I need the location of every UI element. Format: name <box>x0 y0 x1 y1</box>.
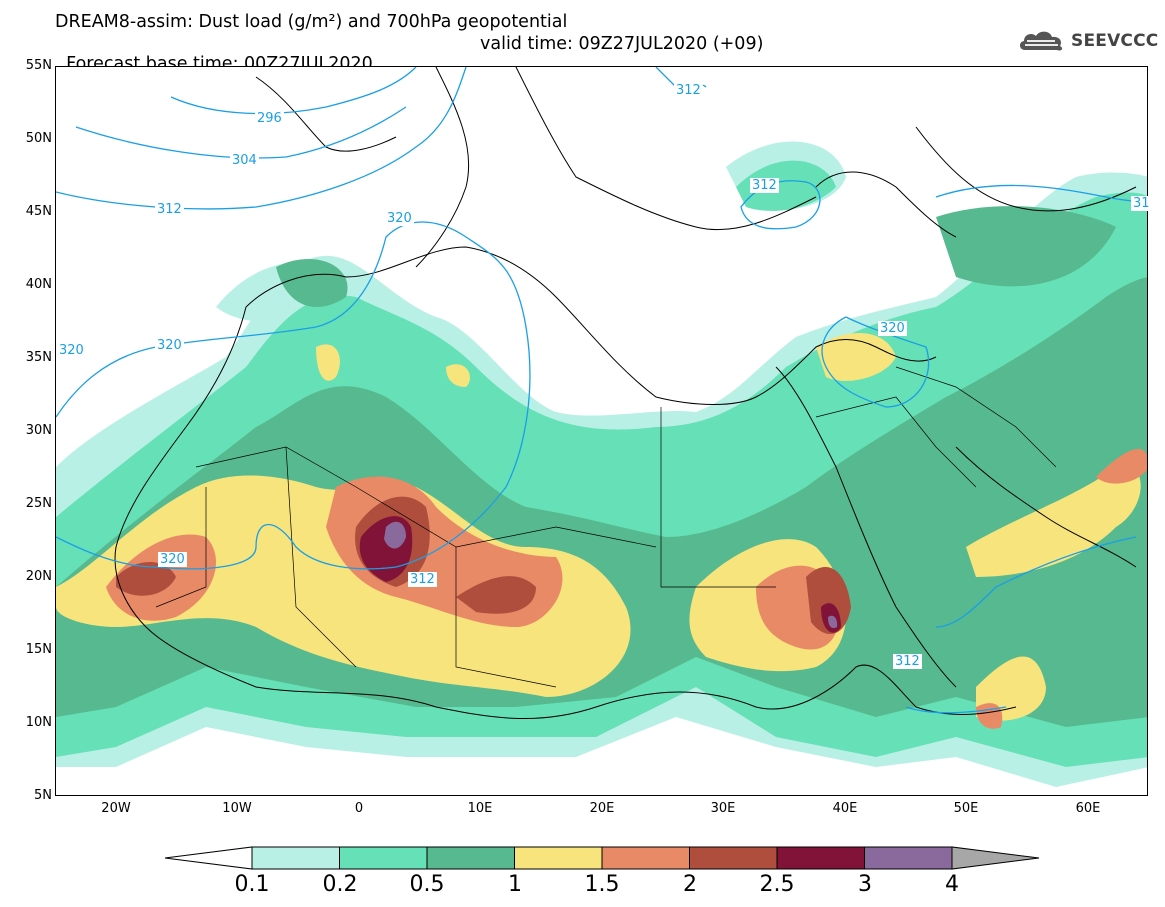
colorbar-label: 3 <box>858 872 872 897</box>
colorbar-segment <box>514 846 603 870</box>
cloud-icon <box>1019 31 1063 51</box>
lat-label: 20N <box>25 569 52 584</box>
contour-label: 320 <box>158 552 187 567</box>
colorbar-segment <box>164 846 253 870</box>
map-panel <box>55 66 1148 796</box>
lat-label: 30N <box>25 423 52 438</box>
lon-label: 20W <box>101 801 131 816</box>
colorbar-segment <box>689 846 778 870</box>
lat-label: 55N <box>25 58 52 73</box>
contour-label: 312 <box>674 83 703 98</box>
contour-label: 312 <box>750 178 779 193</box>
contour-label: 31 <box>1131 196 1152 211</box>
contour-label: 320 <box>385 211 414 226</box>
lon-label: 50E <box>953 801 979 816</box>
colorbar-label: 1 <box>508 872 522 897</box>
contour-label: 320 <box>57 343 86 358</box>
colorbar-label: 4 <box>945 872 959 897</box>
lon-label: 10W <box>222 801 252 816</box>
colorbar-segment <box>864 846 953 870</box>
geopotential-contours <box>56 67 1147 714</box>
lon-label: 40E <box>832 801 858 816</box>
lon-label: 20E <box>589 801 615 816</box>
contour-label: 312 <box>155 202 184 217</box>
lat-label: 50N <box>25 131 52 146</box>
contour-label: 312 <box>893 654 922 669</box>
lon-label: 0 <box>354 801 364 816</box>
lon-label: 30E <box>710 801 736 816</box>
contour-label: 296 <box>255 111 284 126</box>
lat-label: 15N <box>25 642 52 657</box>
lon-label: 60E <box>1075 801 1101 816</box>
colorbar-segment <box>426 846 515 870</box>
lat-label: 40N <box>25 277 52 292</box>
colorbar-segment <box>776 846 865 870</box>
dust-layer-3 <box>384 521 838 629</box>
colorbar-segment <box>951 846 1040 870</box>
lon-label: 10E <box>467 801 493 816</box>
colorbar-label: 0.1 <box>234 872 270 897</box>
lat-label: 45N <box>25 204 52 219</box>
lat-label: 5N <box>34 788 52 803</box>
colorbar-label: 2.5 <box>759 872 795 897</box>
dust-map <box>56 67 1147 787</box>
coastlines <box>114 67 1137 719</box>
logo-text: SEEVCCC <box>1071 31 1159 51</box>
seevccc-logo: SEEVCCC <box>1017 26 1158 56</box>
colorbar-label: 2 <box>683 872 697 897</box>
colorbar-label: 0.5 <box>409 872 445 897</box>
contour-label: 304 <box>230 153 259 168</box>
contour-label: 312 <box>408 572 437 587</box>
valid-time: valid time: 09Z27JUL2020 (+09) <box>480 34 764 54</box>
lat-label: 25N <box>25 496 52 511</box>
contour-label: 320 <box>878 321 907 336</box>
colorbar <box>164 846 1040 870</box>
colorbar-segment <box>339 846 428 870</box>
colorbar-label: 1.5 <box>584 872 620 897</box>
map-title: DREAM8-assim: Dust load (g/m²) and 700hP… <box>55 12 568 32</box>
colorbar-label: 0.2 <box>322 872 358 897</box>
colorbar-segment <box>251 846 340 870</box>
contour-label: 320 <box>155 338 184 353</box>
lat-label: 35N <box>25 350 52 365</box>
colorbar-segment <box>601 846 690 870</box>
lat-label: 10N <box>25 715 52 730</box>
country-borders <box>155 366 1057 688</box>
